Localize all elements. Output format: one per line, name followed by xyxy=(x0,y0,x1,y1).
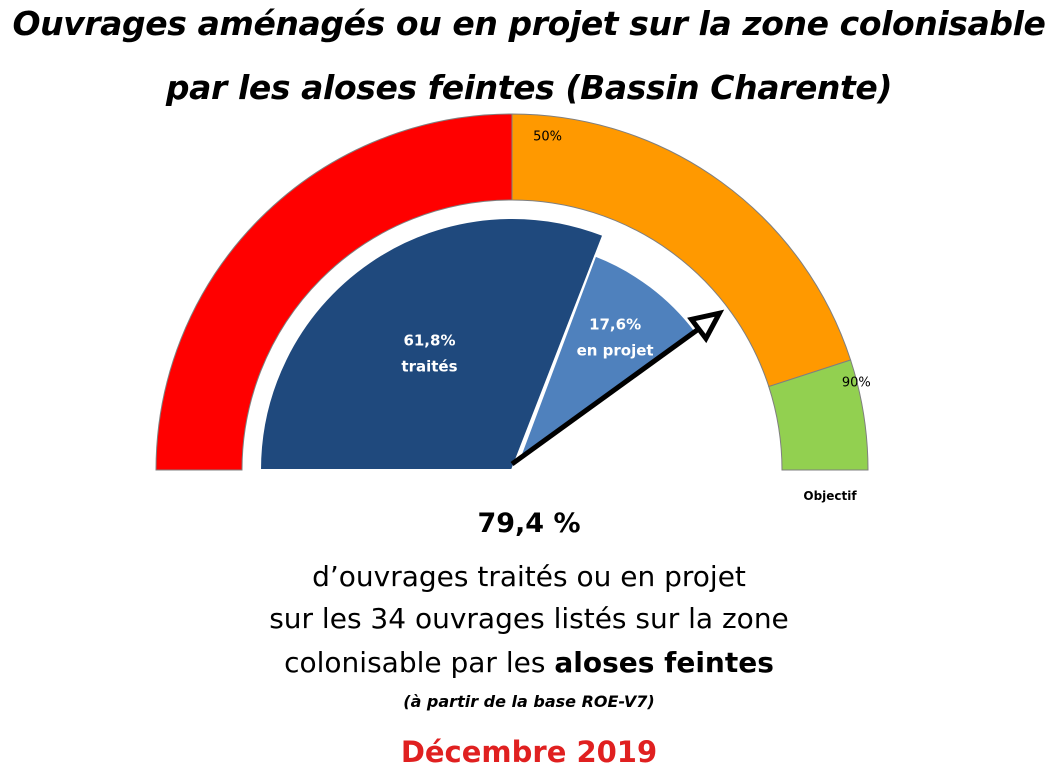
summary-line-3: colonisable par les aloses feintes xyxy=(0,646,1058,679)
gauge-band-3 xyxy=(768,359,869,471)
objective-label: Objectif xyxy=(803,489,857,503)
gauge-slice-name-2: en projet xyxy=(577,342,654,360)
source-note: (à partir de la base ROE-V7) xyxy=(403,692,655,711)
gauge-slice-name-1: traités xyxy=(401,357,457,375)
needle-shaft xyxy=(510,326,701,467)
gauge-slices xyxy=(258,217,697,471)
summary-percentage: 79,4 % xyxy=(477,508,581,539)
gauge-band-1 xyxy=(155,113,513,471)
summary-line-2: sur les 34 ouvrages listés sur la zone xyxy=(269,602,789,635)
gauge-needle xyxy=(510,309,725,467)
summary-line-1: d’ouvrages traités ou en projet xyxy=(312,560,746,593)
gauge-bands xyxy=(155,113,869,471)
gauge-slice-pct-2: 17,6% xyxy=(589,316,641,334)
gauge-slice-2 xyxy=(515,254,697,465)
date-label: Décembre 2019 xyxy=(400,735,658,769)
chart-title-line-2: par les aloses feintes (Bassin Charente) xyxy=(165,68,893,107)
needle-head xyxy=(687,309,725,344)
chart-title-line-1: Ouvrages aménagés ou en projet sur la zo… xyxy=(12,4,1046,43)
summary-line-3-bold: aloses feintes xyxy=(554,646,774,679)
gauge-band-label-2: 50% xyxy=(533,129,562,144)
gauge-chart: 50% 90% Objectif 61,8% traités 17,6% en projet xyxy=(155,113,871,503)
summary-line-3-text: colonisable par les xyxy=(284,646,555,679)
gauge-slice-1 xyxy=(258,217,605,471)
gauge-band-label-3: 90% xyxy=(842,376,871,391)
gauge-labels: 50% 90% Objectif 61,8% traités 17,6% en projet xyxy=(401,129,870,503)
gauge-slice-pct-1: 61,8% xyxy=(403,331,455,349)
